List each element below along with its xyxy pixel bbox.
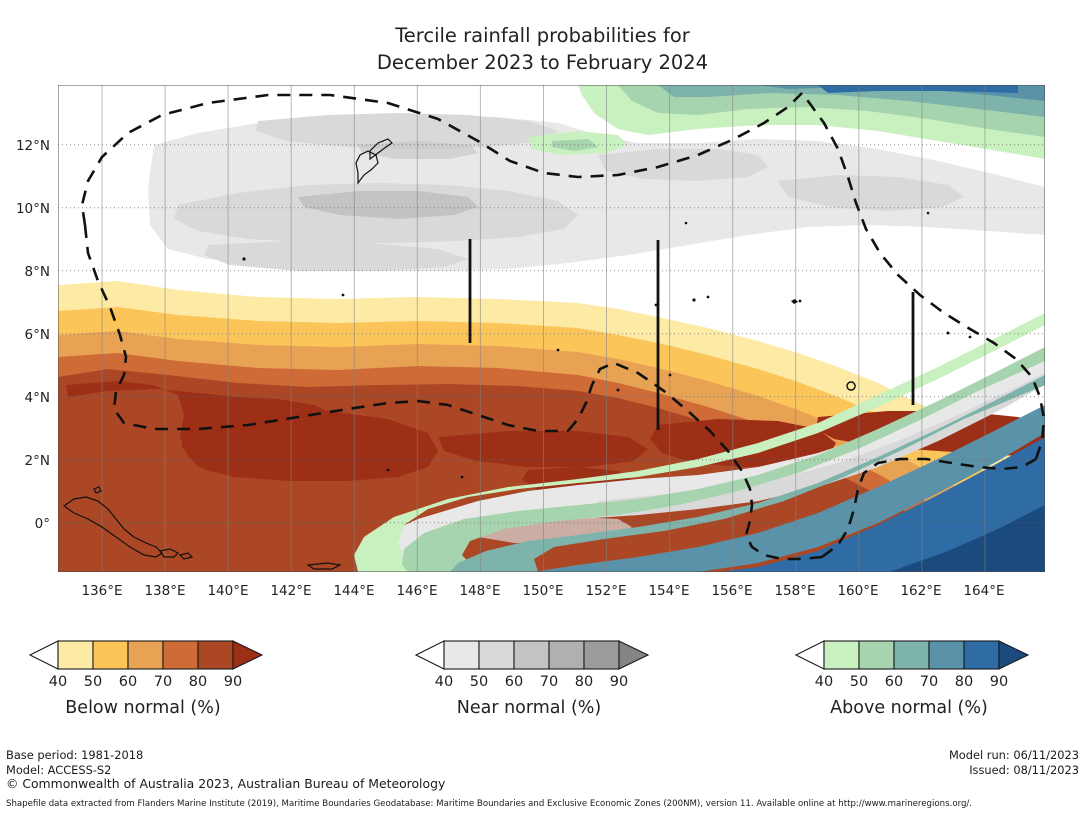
swatch-60-70 bbox=[127, 640, 164, 670]
x-tick-160e: 160°E bbox=[837, 583, 879, 599]
x-tick-150e: 150°E bbox=[522, 583, 564, 599]
cb3-tick-70: 70 bbox=[919, 674, 939, 690]
swatch-50-60 bbox=[92, 640, 129, 670]
map-gridlines-lat bbox=[58, 144, 1045, 524]
colorbar-near-normal-title: Near normal (%) bbox=[456, 698, 602, 718]
colorbar-below-normal-swatches bbox=[28, 640, 264, 670]
model-run-text: Model run: 06/11/2023 bbox=[948, 748, 1079, 762]
cb3-tick-50: 50 bbox=[849, 674, 869, 690]
x-tick-146e: 146°E bbox=[396, 583, 438, 599]
x-tick-136e: 136°E bbox=[81, 583, 123, 599]
cb3-tick-40: 40 bbox=[814, 674, 834, 690]
colorbar-near-normal: 40 50 60 70 80 90 Near normal (%) bbox=[398, 636, 698, 718]
cb3-tick-90: 90 bbox=[989, 674, 1009, 690]
cb1-tick-50: 50 bbox=[83, 674, 103, 690]
x-tick-162e: 162°E bbox=[900, 583, 942, 599]
swatch-40-50 bbox=[443, 640, 480, 670]
cb1-tick-40: 40 bbox=[48, 674, 68, 690]
colorbar-near-normal-ticks: 40 50 60 70 80 90 bbox=[398, 674, 698, 696]
page-title: Tercile rainfall probabilities for Decem… bbox=[376, 24, 709, 74]
cb1-tick-60: 60 bbox=[118, 674, 138, 690]
colorbar-above-normal-ticks: 40 50 60 70 80 90 bbox=[778, 674, 1078, 696]
x-tick-158e: 158°E bbox=[774, 583, 816, 599]
swatch-under bbox=[414, 640, 445, 670]
colorbar-below-normal: 40 50 60 70 80 90 Below normal (%) bbox=[12, 636, 312, 718]
x-tick-138e: 138°E bbox=[144, 583, 186, 599]
cb2-tick-60: 60 bbox=[504, 674, 524, 690]
contour-band-group-above-normal bbox=[354, 85, 1045, 572]
cb3-tick-80: 80 bbox=[954, 674, 974, 690]
x-tick-164e: 164°E bbox=[963, 583, 1005, 599]
swatch-over bbox=[998, 640, 1030, 670]
x-tick-142e: 142°E bbox=[270, 583, 312, 599]
land-border-lines bbox=[468, 239, 915, 430]
cb2-tick-80: 80 bbox=[574, 674, 594, 690]
issued-text: Issued: 08/11/2023 bbox=[969, 762, 1079, 777]
y-tick-6n: 6°N bbox=[24, 327, 50, 343]
x-tick-152e: 152°E bbox=[585, 583, 627, 599]
swatch-50-60 bbox=[858, 640, 895, 670]
swatch-80-90 bbox=[963, 640, 1000, 670]
cb3-tick-60: 60 bbox=[884, 674, 904, 690]
x-tick-140e: 140°E bbox=[207, 583, 249, 599]
swatch-80-90 bbox=[197, 640, 234, 670]
y-tick-12n: 12°N bbox=[15, 138, 50, 154]
cb1-tick-90: 90 bbox=[223, 674, 243, 690]
cb1-tick-70: 70 bbox=[153, 674, 173, 690]
copyright-text: © Commonwealth of Australia 2023, Austra… bbox=[6, 776, 446, 791]
x-tick-156e: 156°E bbox=[711, 583, 753, 599]
tercile-probability-map bbox=[58, 85, 1045, 572]
cb2-tick-90: 90 bbox=[609, 674, 629, 690]
colorbar-above-normal-swatches bbox=[794, 640, 1030, 670]
x-tick-144e: 144°E bbox=[333, 583, 375, 599]
y-tick-2n: 2°N bbox=[24, 453, 50, 469]
eez-boundary bbox=[80, 92, 1045, 561]
swatch-70-80 bbox=[928, 640, 965, 670]
swatch-over bbox=[232, 640, 264, 670]
cb2-tick-40: 40 bbox=[434, 674, 454, 690]
y-tick-10n: 10°N bbox=[15, 201, 50, 217]
swatch-50-60 bbox=[478, 640, 515, 670]
y-tick-0: 0° bbox=[34, 516, 50, 532]
colorbar-above-normal: 40 50 60 70 80 90 Above normal (%) bbox=[778, 636, 1078, 718]
shapefile-attribution-text: Shapefile data extracted from Flanders M… bbox=[6, 799, 973, 809]
swatch-70-80 bbox=[162, 640, 199, 670]
cb2-tick-70: 70 bbox=[539, 674, 559, 690]
map-gridlines bbox=[101, 85, 986, 572]
x-tick-154e: 154°E bbox=[648, 583, 690, 599]
swatch-under bbox=[794, 640, 825, 670]
island-specks bbox=[242, 211, 972, 479]
map-panel bbox=[58, 85, 1045, 572]
base-period-text: Base period: 1981-2018 bbox=[6, 748, 144, 762]
swatch-60-70 bbox=[893, 640, 930, 670]
swatch-40-50 bbox=[57, 640, 94, 670]
swatch-60-70 bbox=[513, 640, 550, 670]
swatch-40-50 bbox=[823, 640, 860, 670]
colorbar-near-normal-swatches bbox=[414, 640, 650, 670]
swatch-80-90 bbox=[583, 640, 620, 670]
colorbar-below-normal-title: Below normal (%) bbox=[65, 698, 221, 718]
swatch-over bbox=[618, 640, 650, 670]
swatch-under bbox=[28, 640, 59, 670]
y-tick-4n: 4°N bbox=[24, 390, 50, 406]
x-tick-148e: 148°E bbox=[459, 583, 501, 599]
island-coastlines bbox=[62, 138, 393, 570]
footer-left: Base period: 1981-2018 Model: ACCESS-S2 bbox=[6, 748, 143, 777]
footer-right: Model run: 06/11/2023 Issued: 08/11/2023 bbox=[949, 748, 1079, 777]
cb1-tick-80: 80 bbox=[188, 674, 208, 690]
y-tick-8n: 8°N bbox=[24, 264, 50, 280]
colorbar-below-normal-ticks: 40 50 60 70 80 90 bbox=[12, 674, 312, 696]
cb2-tick-50: 50 bbox=[469, 674, 489, 690]
colorbar-above-normal-title: Above normal (%) bbox=[830, 698, 988, 718]
swatch-70-80 bbox=[548, 640, 585, 670]
model-text: Model: ACCESS-S2 bbox=[6, 762, 112, 777]
